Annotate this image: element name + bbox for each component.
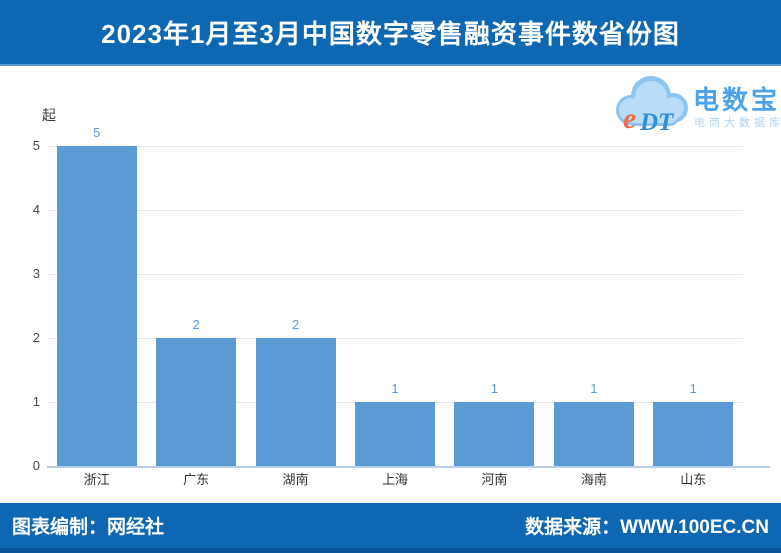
value-label-浙江: 5 [93,125,101,140]
y-tick-0: 0 [32,458,40,473]
bar-广东 [156,338,237,466]
bar-slot-河南: 1 河南 [445,146,544,487]
x-tick-河南: 河南 [481,472,508,487]
footer-bar: 图表编制：网经社 数据来源：WWW.100EC.CN [0,503,781,553]
gridline-5 [47,146,743,147]
y-tick-4: 4 [32,202,40,217]
bar-河南 [454,402,535,466]
value-label-河南: 1 [490,381,499,396]
bar-山东 [653,402,734,466]
edt-logo: e DT 电数宝 电商大数据库 [607,70,781,142]
bar-slot-浙江: 5 浙江 [47,126,146,487]
gridline-4 [47,210,743,211]
y-tick-2: 2 [32,330,40,345]
bar-上海 [354,402,435,466]
value-label-湖南: 2 [291,317,300,332]
header-banner: 2023年1月至3月中国数字零售融资事件数省份图 [0,0,781,66]
x-tick-广东: 广东 [183,472,210,487]
gridline-2 [47,338,743,339]
bar-slot-上海: 1 上海 [345,146,444,487]
x-tick-上海: 上海 [381,472,408,487]
x-tick-湖南: 湖南 [282,472,309,487]
bar-海南 [553,402,634,466]
gridline-3 [47,274,743,275]
bar-slot-山东: 1 山东 [644,146,743,487]
value-label-海南: 1 [590,381,598,396]
logo-letter-e: e [623,102,636,135]
footer-credit: 图表编制：网经社 [12,517,165,538]
y-tick-1: 1 [32,394,40,409]
logo-letters-dt: DT [639,109,675,136]
footer-source: 数据来源：WWW.100EC.CN [525,517,769,538]
logo-subtitle-text: 电商大数据库 [694,117,781,129]
bar-slot-海南: 1 海南 [544,146,643,487]
x-tick-海南: 海南 [580,472,607,487]
value-label-上海: 1 [391,381,399,396]
logo-brand-text: 电数宝 [693,85,781,115]
page-title: 2023年1月至3月中国数字零售融资事件数省份图 [101,18,680,49]
y-tick-3: 3 [32,266,40,281]
bar-浙江 [56,146,137,466]
y-axis-tick-labels: 0 1 2 3 4 5 [0,139,40,473]
bar-湖南 [255,338,336,466]
plot-area: 5 浙江 2 广东 2 湖南 1 上海 1 河南 1 海南 1 山东 [47,126,743,487]
bar-slot-湖南: 2 湖南 [246,146,345,487]
bar-slot-广东: 2 广东 [146,146,245,487]
value-label-广东: 2 [192,317,200,332]
x-axis-line [47,466,770,468]
y-tick-5: 5 [32,138,40,153]
x-tick-浙江: 浙江 [83,472,110,487]
x-tick-山东: 山东 [680,472,707,487]
cloud-icon: e DT [616,76,688,136]
y-axis-unit-label: 起 [42,107,56,123]
value-label-山东: 1 [689,381,697,396]
